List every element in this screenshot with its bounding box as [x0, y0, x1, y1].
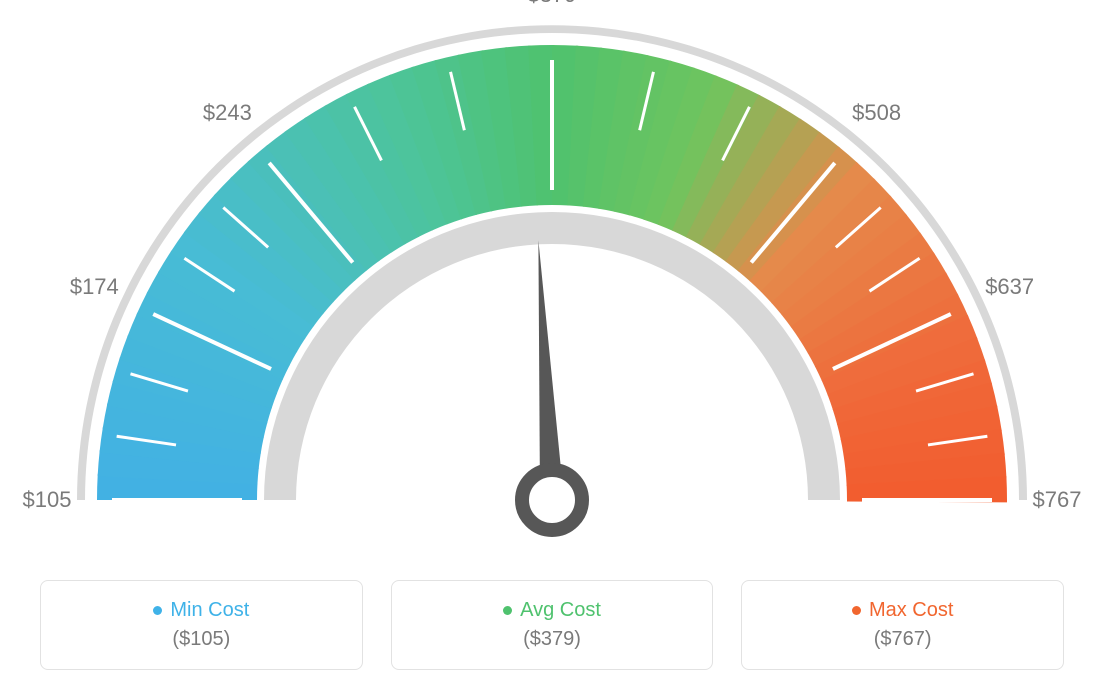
legend-row: Min Cost ($105) Avg Cost ($379) Max Cost… — [40, 580, 1064, 670]
legend-value-max: ($767) — [874, 628, 932, 651]
gauge-tick-label: $105 — [23, 487, 72, 513]
gauge-svg — [0, 0, 1104, 560]
legend-value-min: ($105) — [172, 628, 230, 651]
legend-dot-max — [852, 606, 861, 615]
legend-label-min: Min Cost — [170, 599, 249, 622]
gauge-tick-label: $174 — [70, 274, 119, 300]
cost-gauge-chart: { "gauge": { "type": "gauge", "cx": 552,… — [0, 0, 1104, 690]
legend-dot-avg — [503, 606, 512, 615]
legend-label-max: Max Cost — [869, 599, 953, 622]
legend-title-min: Min Cost — [153, 599, 249, 622]
gauge-tick-label: $508 — [852, 100, 901, 126]
gauge-tick-label: $379 — [528, 0, 577, 8]
legend-value-avg: ($379) — [523, 628, 581, 651]
legend-card-min: Min Cost ($105) — [40, 580, 363, 670]
gauge-tick-label: $767 — [1033, 487, 1082, 513]
gauge-area: $105 $174 $243 $379 $508 $637 $767 — [0, 0, 1104, 560]
legend-card-avg: Avg Cost ($379) — [391, 580, 714, 670]
legend-card-max: Max Cost ($767) — [741, 580, 1064, 670]
legend-dot-min — [153, 606, 162, 615]
gauge-tick-label: $637 — [985, 274, 1034, 300]
legend-title-max: Max Cost — [852, 599, 953, 622]
legend-label-avg: Avg Cost — [520, 599, 601, 622]
gauge-tick-label: $243 — [203, 100, 252, 126]
legend-title-avg: Avg Cost — [503, 599, 601, 622]
